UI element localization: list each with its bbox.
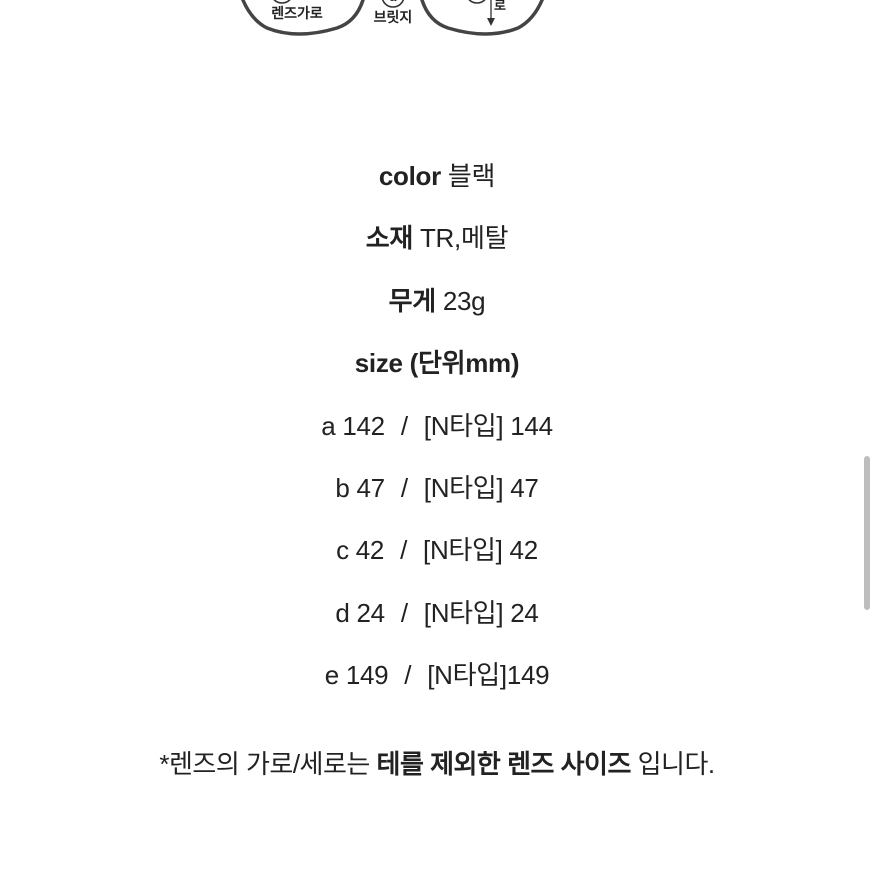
label-c-text3: 로 bbox=[494, 0, 506, 13]
spec-weight: 무게 23g bbox=[0, 270, 874, 332]
size-label: size bbox=[355, 348, 403, 378]
size-row-a: a 142/[N타입] 144 bbox=[0, 395, 874, 457]
footnote-suffix: 입니다. bbox=[631, 749, 715, 779]
size-b-base: 47 bbox=[357, 473, 385, 503]
spec-size-header: size (단위mm) bbox=[0, 332, 874, 394]
material-label: 소재 bbox=[366, 223, 413, 253]
color-label: color bbox=[379, 161, 441, 191]
weight-value: 23g bbox=[436, 286, 485, 316]
label-d-letter: d bbox=[389, 0, 398, 4]
size-row-e: e 149/[N타입]149 bbox=[0, 644, 874, 706]
size-d-key: d bbox=[335, 598, 349, 628]
sep: / bbox=[385, 582, 424, 644]
size-a-ntype-val: 144 bbox=[503, 411, 552, 441]
label-d-text: 브릿지 bbox=[374, 9, 413, 25]
size-unit: (단위mm) bbox=[403, 348, 520, 378]
color-value: 블랙 bbox=[441, 161, 495, 191]
size-row-b: b 47/[N타입] 47 bbox=[0, 457, 874, 519]
footnote: *렌즈의 가로/세로는 테를 제외한 렌즈 사이즈 입니다. bbox=[0, 735, 874, 795]
glasses-svg: b 렌즈가로 c 즈 세 로 d 브릿지 e 다리길이 bbox=[187, 0, 687, 80]
size-d-base: 24 bbox=[357, 598, 385, 628]
glasses-diagram: b 렌즈가로 c 즈 세 로 d 브릿지 e 다리길이 bbox=[187, 0, 687, 85]
footnote-bold: 테를 제외한 렌즈 사이즈 bbox=[377, 749, 631, 779]
label-b-text: 렌즈가로 bbox=[271, 5, 323, 21]
size-e-key: e bbox=[325, 660, 339, 690]
size-c-ntype-val: 42 bbox=[503, 535, 538, 565]
right-lens-frame bbox=[418, 0, 553, 34]
size-c-ntype-label: [N타입] bbox=[423, 535, 503, 565]
size-row-c: c 42/[N타입] 42 bbox=[0, 519, 874, 581]
material-value: TR,메탈 bbox=[413, 223, 508, 253]
size-e-ntype-val: 149 bbox=[507, 660, 549, 690]
sep: / bbox=[385, 457, 424, 519]
label-c-circle bbox=[466, 0, 488, 3]
size-c-base: 42 bbox=[356, 535, 384, 565]
size-e-ntype-label: [N타입] bbox=[427, 660, 507, 690]
label-b-circle bbox=[271, 0, 293, 3]
size-b-key: b bbox=[335, 473, 349, 503]
specs-container: color 블랙 소재 TR,메탈 무게 23g size (단위mm) a 1… bbox=[0, 145, 874, 794]
c-arrow-down bbox=[487, 18, 495, 26]
size-a-base: 142 bbox=[342, 411, 384, 441]
size-c-key: c bbox=[336, 535, 349, 565]
spec-color: color 블랙 bbox=[0, 145, 874, 207]
sep: / bbox=[388, 644, 427, 706]
size-row-d: d 24/[N타입] 24 bbox=[0, 582, 874, 644]
spec-material: 소재 TR,메탈 bbox=[0, 207, 874, 269]
size-b-ntype-val: 47 bbox=[503, 473, 538, 503]
size-d-ntype-label: [N타입] bbox=[424, 598, 504, 628]
footnote-prefix: *렌즈의 가로/세로는 bbox=[159, 749, 376, 779]
size-d-ntype-val: 24 bbox=[503, 598, 538, 628]
size-a-ntype-label: [N타입] bbox=[424, 411, 504, 441]
sep: / bbox=[384, 519, 423, 581]
size-a-key: a bbox=[321, 411, 335, 441]
scrollbar-thumb[interactable] bbox=[864, 456, 870, 610]
size-b-ntype-label: [N타입] bbox=[424, 473, 504, 503]
weight-label: 무게 bbox=[389, 286, 436, 316]
size-e-base: 149 bbox=[346, 660, 388, 690]
sep: / bbox=[385, 395, 424, 457]
